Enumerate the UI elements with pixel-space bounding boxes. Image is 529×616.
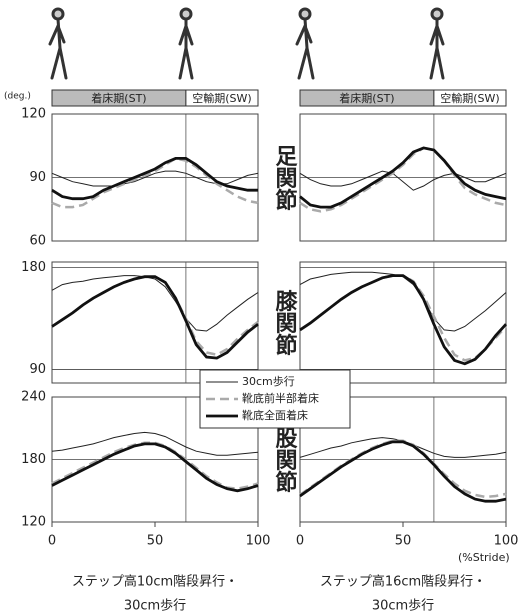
caption: ステップ高10cm階段昇行・	[72, 574, 238, 590]
joint-label: 股関節	[272, 427, 298, 494]
page: (deg.) (%Stride) 着床期(ST) 空輸期(SW) 60 90 120 足関…	[0, 0, 529, 616]
x-tick-label: 100	[246, 534, 271, 549]
phase-label: 空輸期(SW)	[192, 91, 251, 105]
panel-frame	[52, 262, 258, 383]
data-line	[300, 442, 506, 501]
data-line	[300, 171, 506, 190]
data-line	[52, 443, 258, 489]
y-tick-label: 90	[29, 362, 46, 377]
data-line	[300, 276, 506, 364]
data-line	[52, 277, 258, 358]
y-tick-label: 90	[29, 170, 46, 185]
caption: 30cm歩行	[372, 599, 434, 614]
y-tick-label: 180	[21, 452, 46, 467]
joint-label: 膝関節	[272, 290, 298, 357]
legend-label: 30cm歩行	[242, 374, 295, 388]
chart: (deg.) (%Stride) 着床期(ST) 空輸期(SW) 60 90 120 足関…	[0, 0, 529, 616]
y-tick-label: 120	[21, 107, 46, 122]
x-tick-label: 50	[147, 534, 164, 549]
y-unit: (deg.)	[4, 92, 31, 102]
y-tick-label: 60	[29, 234, 46, 249]
data-line	[300, 272, 506, 331]
x-tick-label: 0	[48, 534, 56, 549]
y-tick-label: 120	[21, 515, 46, 530]
joint-label: 足関節	[272, 145, 298, 212]
y-tick-label: 240	[21, 390, 46, 405]
x-tick-label: 0	[296, 534, 304, 549]
legend-label: 靴底前半部着床	[242, 391, 319, 405]
phase-label: 空輸期(SW)	[440, 91, 499, 105]
figures	[50, 9, 443, 78]
caption: 30cm歩行	[124, 599, 186, 614]
y-tick-label: 180	[21, 260, 46, 275]
x-tick-label: 50	[395, 534, 412, 549]
caption: ステップ高16cm階段昇行・	[320, 574, 486, 590]
data-line	[52, 158, 258, 198]
phase-label: 着床期(ST)	[91, 91, 146, 105]
data-line	[52, 276, 258, 331]
data-line	[300, 148, 506, 212]
data-line	[300, 441, 506, 497]
x-unit: (%Stride)	[458, 551, 510, 564]
panel-frame	[300, 262, 506, 383]
data-line	[52, 171, 258, 186]
phase-label: 着床期(ST)	[339, 91, 394, 105]
legend-label: 靴底全面着床	[242, 408, 308, 422]
x-tick-label: 100	[494, 534, 519, 549]
